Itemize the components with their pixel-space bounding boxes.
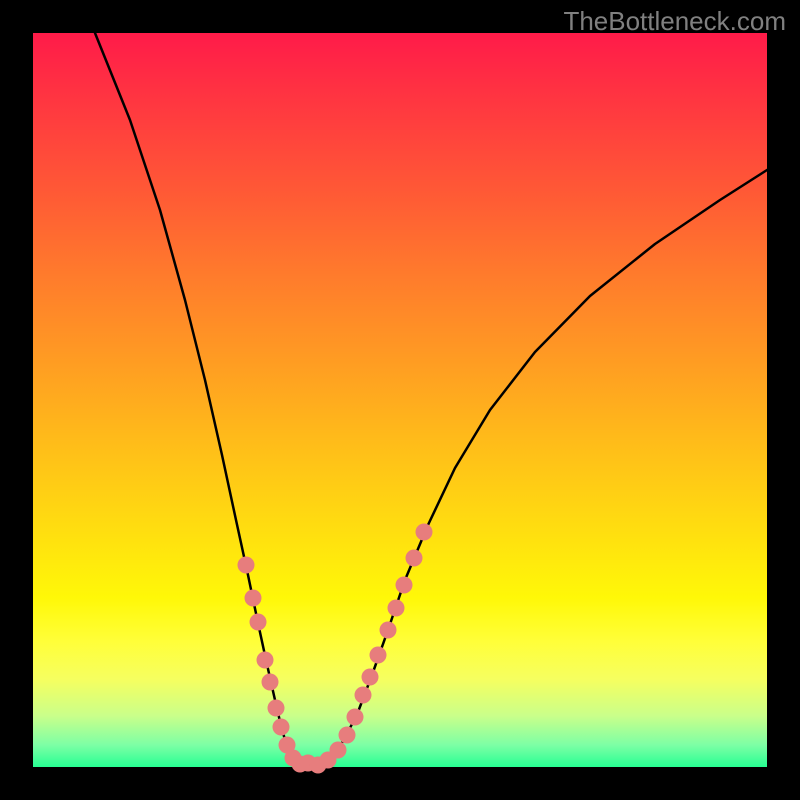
marker-dot bbox=[362, 669, 379, 686]
marker-dot bbox=[347, 709, 364, 726]
marker-dot bbox=[339, 727, 356, 744]
marker-dot bbox=[330, 742, 347, 759]
marker-dot bbox=[250, 614, 267, 631]
marker-dot bbox=[406, 550, 423, 567]
marker-dot bbox=[268, 700, 285, 717]
marker-dot bbox=[370, 647, 387, 664]
chart-frame: TheBottleneck.com bbox=[0, 0, 800, 800]
marker-dot bbox=[416, 524, 433, 541]
marker-dot bbox=[262, 674, 279, 691]
plot-background bbox=[33, 33, 767, 767]
marker-dot bbox=[238, 557, 255, 574]
marker-dot bbox=[273, 719, 290, 736]
marker-dot bbox=[355, 687, 372, 704]
chart-svg bbox=[0, 0, 800, 800]
marker-dot bbox=[380, 622, 397, 639]
marker-dot bbox=[245, 590, 262, 607]
marker-dot bbox=[388, 600, 405, 617]
marker-dot bbox=[396, 577, 413, 594]
marker-dot bbox=[257, 652, 274, 669]
